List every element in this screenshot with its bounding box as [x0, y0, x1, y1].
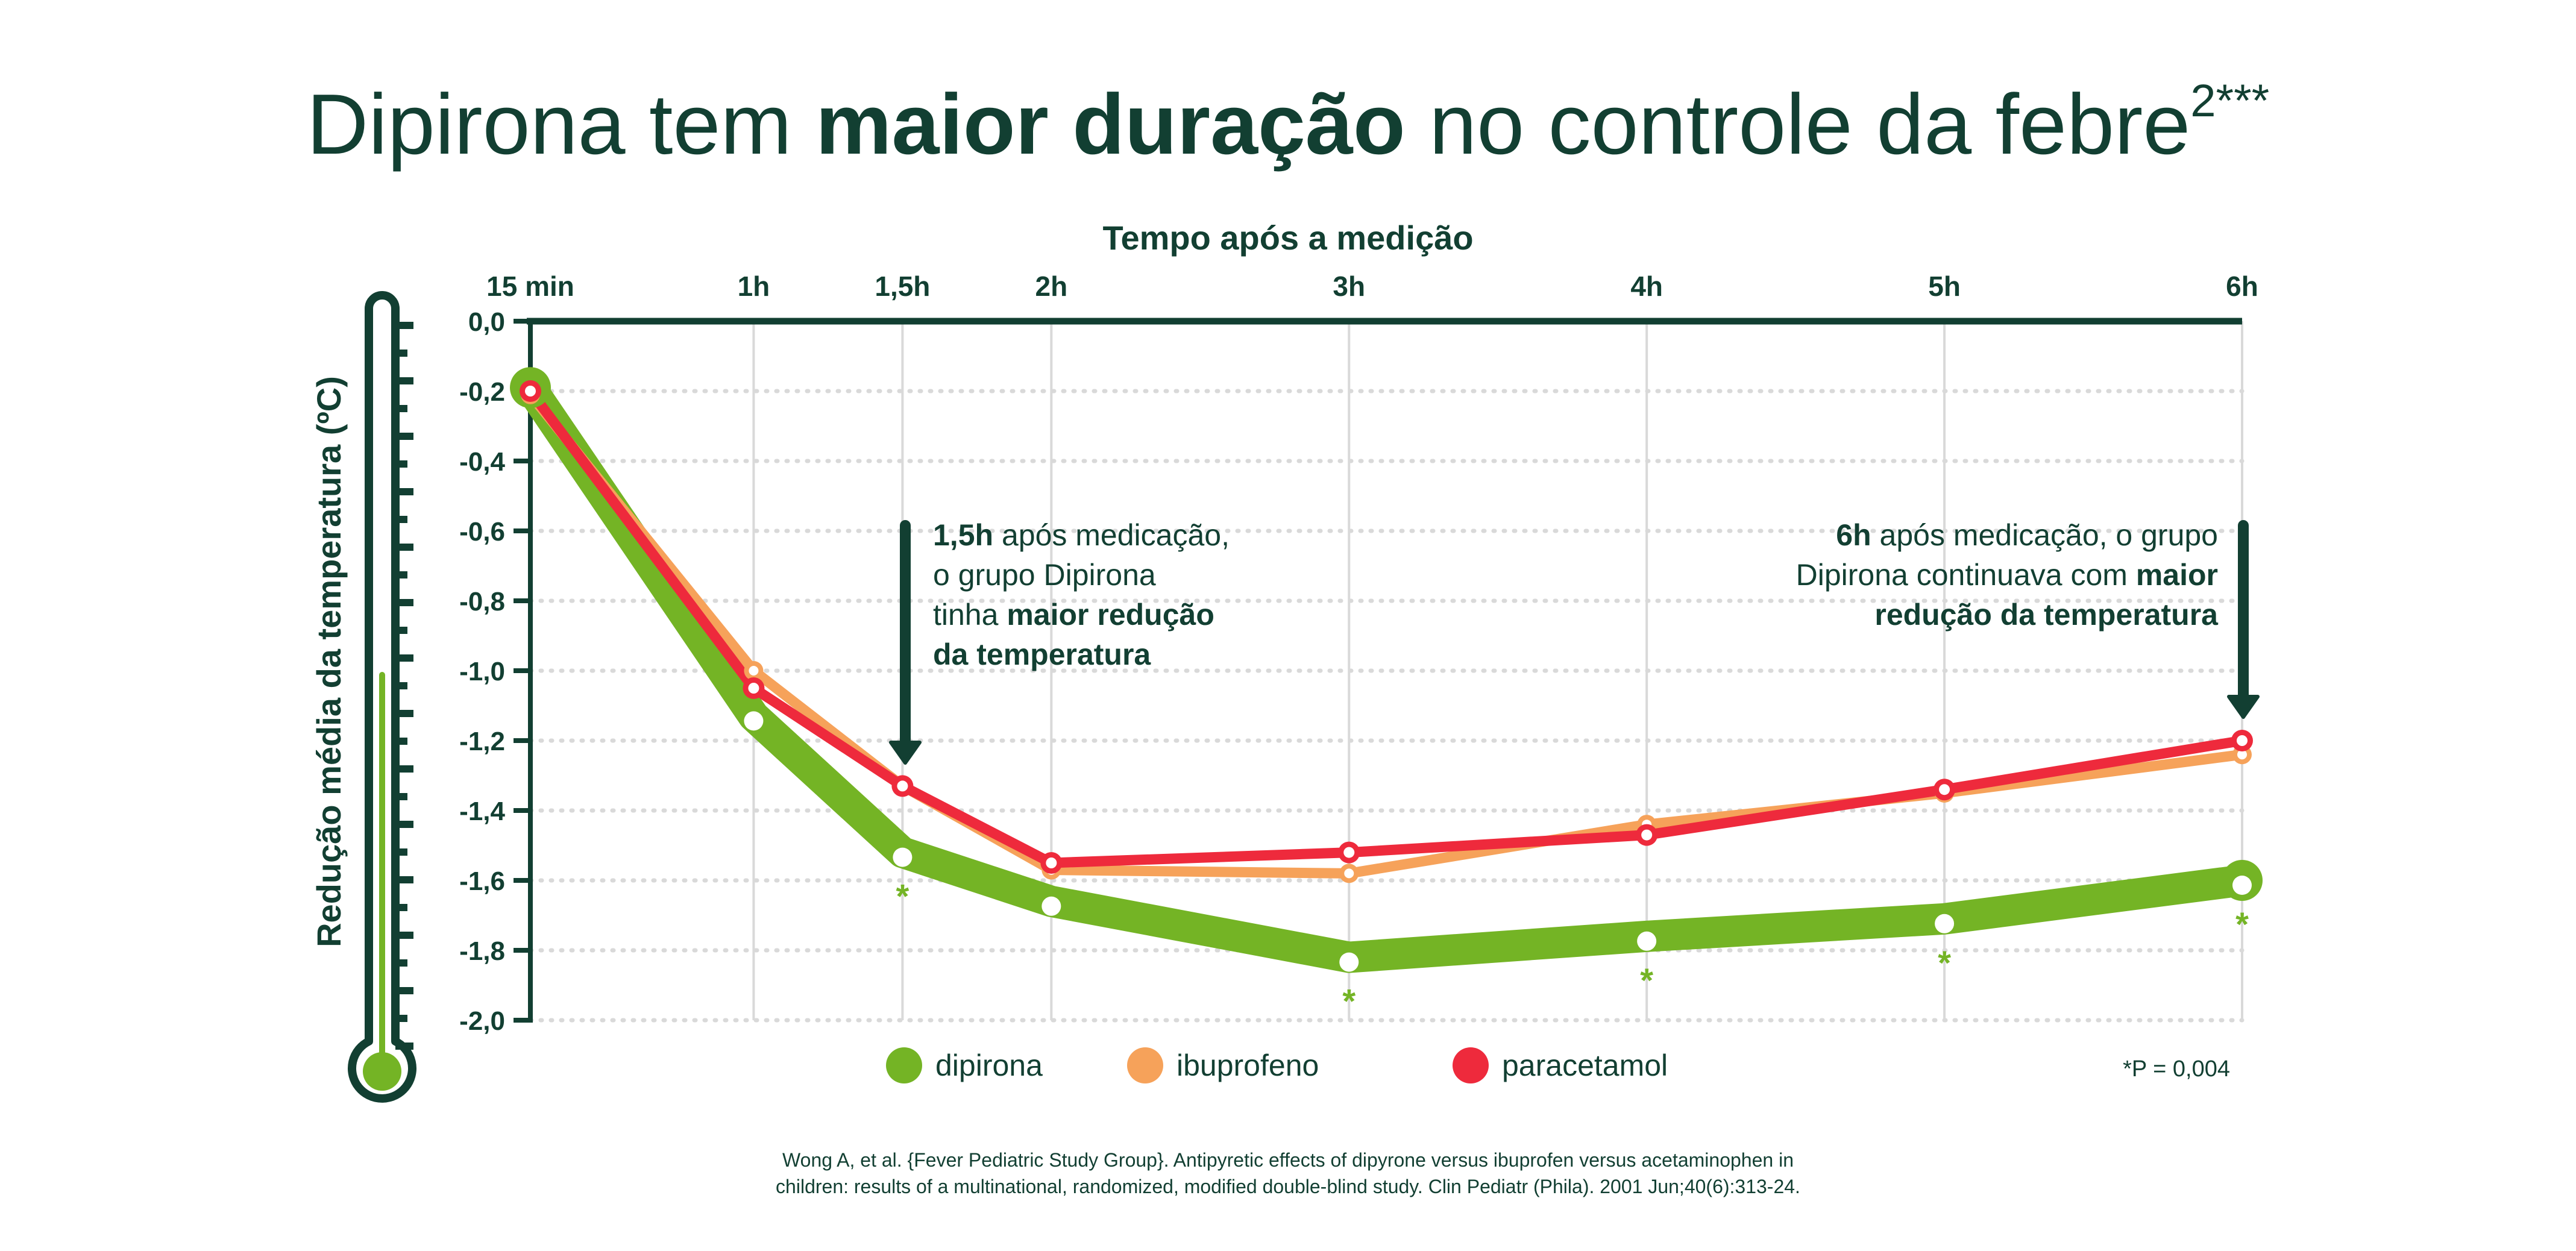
annotation-arrow [2227, 520, 2260, 719]
title-superscript: 2*** [2190, 75, 2269, 127]
legend-item-dipirona: dipirona [886, 1047, 1043, 1083]
legend-swatch [1127, 1047, 1163, 1083]
marker-paracetamol [1636, 824, 1658, 846]
x-tick-label: 1h [738, 271, 770, 302]
legend-swatch [1453, 1047, 1489, 1083]
p-value-note: *P = 0,004 [2123, 1056, 2230, 1082]
y-tick-label: 0,0 [468, 307, 505, 337]
annotation-segment: 6h [1836, 518, 1871, 552]
chart-title: Dipirona tem maior duração no controle d… [307, 75, 2270, 172]
title-prefix: Dipirona tem [307, 77, 815, 172]
y-tick-label: -2,0 [459, 1006, 505, 1036]
legend-item-paracetamol: paracetamol [1453, 1047, 1668, 1083]
series-line-ibuprofeno [525, 389, 2248, 879]
significance-asterisk: * [1640, 961, 1653, 999]
annotation-segment: maior [2136, 558, 2218, 592]
marker-paracetamol [1338, 841, 1360, 864]
marker-paracetamol [1040, 852, 1063, 874]
y-tick-label: -0,2 [459, 377, 505, 407]
series-markers [510, 367, 2263, 972]
y-tick-label: -0,6 [459, 517, 505, 547]
significance-asterisk: * [2235, 905, 2249, 943]
y-tick-label: -1,4 [459, 797, 505, 826]
legend-swatch [886, 1047, 922, 1083]
legend-label: ibuprofeno [1176, 1049, 1319, 1082]
annotation-line: 1,5h após medicação, [933, 518, 1230, 552]
marker-dipirona [744, 711, 764, 731]
y-tick-label: -1,2 [459, 727, 505, 756]
annotation-segment: redução da temperatura [1874, 598, 2219, 632]
marker-paracetamol [891, 775, 914, 797]
annotation-segment: após medicação, [993, 518, 1230, 552]
series-line-paracetamol [525, 386, 2248, 868]
marker-paracetamol [520, 380, 541, 402]
x-tick-label: 4h [1630, 271, 1663, 302]
significance-asterisk: * [1938, 944, 1951, 982]
y-axis-title: Redução média da temperatura (ºC) [310, 376, 348, 947]
legend-label: dipirona [935, 1049, 1043, 1082]
x-tick-label: 1,5h [875, 271, 930, 302]
marker-paracetamol [743, 677, 765, 699]
y-tick-label: -1,0 [459, 657, 505, 686]
marker-ibuprofeno [744, 661, 764, 680]
marker-dipirona [1637, 931, 1657, 951]
significance-asterisk: * [1342, 982, 1356, 1020]
annotation-segment: maior redução [1007, 598, 1214, 632]
annotation-line: o grupo Dipirona [933, 558, 1156, 592]
marker-dipirona [1339, 952, 1359, 972]
annotation-segment: o grupo Dipirona [933, 558, 1156, 592]
x-axis-title: Tempo após a medição [1102, 219, 1473, 257]
annotations: 1,5h após medicação, o grupo Dipirona tinh… [889, 518, 2260, 765]
thermometer-icon [348, 291, 416, 1103]
annotation-line: tinha maior redução [933, 598, 1214, 632]
x-tick-label: 15 min [486, 271, 574, 302]
legend-label: paracetamol [1502, 1049, 1668, 1082]
x-tick-label: 6h [2226, 271, 2258, 302]
marker-paracetamol [1934, 779, 1956, 801]
legend-item-ibuprofeno: ibuprofeno [1127, 1047, 1319, 1083]
series-lines [515, 372, 2258, 973]
citation: Wong A, et al. {Fever Pediatric Study Gr… [776, 1149, 1800, 1197]
marker-ibuprofeno [1339, 864, 1359, 883]
title-suffix: no controle da febre [1406, 77, 2191, 172]
citation-line: children: results of a multinational, ra… [776, 1176, 1800, 1197]
annotation-line: Dipirona continuava com maior [1796, 558, 2218, 592]
marker-dipirona [1041, 896, 1061, 916]
annotation-segment: Dipirona continuava com [1796, 558, 2136, 592]
annotation-line: redução da temperatura [1874, 598, 2219, 632]
citation-line: Wong A, et al. {Fever Pediatric Study Gr… [782, 1149, 1794, 1171]
x-tick-label: 5h [1928, 271, 1961, 302]
y-tick-label: -0,4 [459, 447, 505, 477]
annotation-line: da temperatura [933, 638, 1151, 671]
series-line-dipirona [515, 372, 2258, 973]
axes: 0,0 -0,2 -0,4 -0,6 -0,8 -1,0 -1,2 -1,4 -1,6 -1,8 -… [459, 271, 2258, 1036]
marker-dipirona [893, 847, 913, 867]
annotation-segment: da temperatura [933, 638, 1151, 671]
marker-paracetamol [2231, 730, 2253, 751]
significance-markers: * * * * * [896, 877, 2249, 1020]
x-tick-label: 3h [1333, 271, 1365, 302]
x-tick-label: 2h [1035, 271, 1068, 302]
grid-lines [528, 321, 2245, 1023]
y-tick-label: -1,6 [459, 867, 505, 896]
legend: dipirona ibuprofeno paracetamol [886, 1047, 1668, 1083]
title-bold: maior duração [815, 77, 1406, 172]
annotation-segment: tinha [933, 598, 1007, 632]
annotation-line: 6h após medicação, o grupo [1836, 518, 2218, 552]
annotation-segment: 1,5h [933, 518, 993, 552]
significance-asterisk: * [896, 877, 909, 915]
y-tick-label: -0,8 [459, 587, 505, 616]
marker-dipirona [1935, 914, 1955, 933]
annotation-segment: após medicação, o grupo [1871, 518, 2218, 552]
annotation-arrow [889, 520, 922, 765]
marker-dipirona [2222, 860, 2263, 901]
y-tick-label: -1,8 [459, 936, 505, 966]
